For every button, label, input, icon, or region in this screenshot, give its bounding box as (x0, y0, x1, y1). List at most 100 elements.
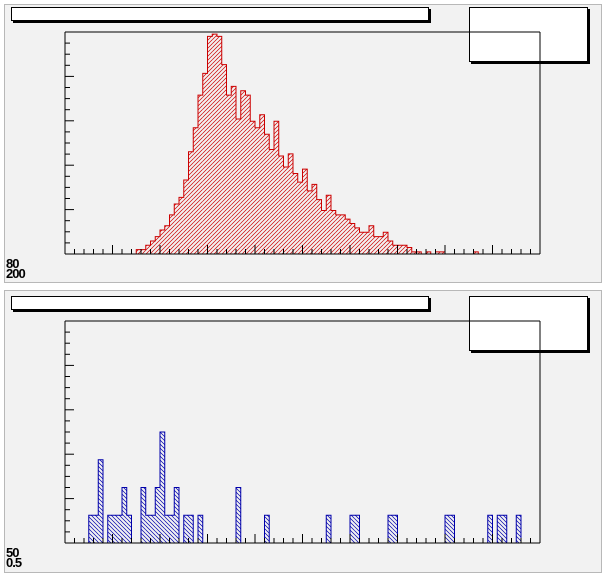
hist-bin-top-18 (150, 240, 156, 254)
hist-bin-top-55 (326, 195, 331, 254)
y-axis-label-top: 80 (6, 256, 20, 271)
hist-bin-bottom-60 (350, 515, 355, 543)
hist-bin-top-69 (392, 245, 398, 254)
hist-bin-top-30 (207, 36, 213, 255)
hist-bin-bottom-81 (449, 515, 455, 543)
x-axis-label-bottom: 0.5 (6, 555, 22, 570)
hist-bin-bottom-18 (150, 515, 156, 543)
hist-bin-top-78 (435, 251, 441, 254)
hist-bin-bottom-55 (326, 515, 331, 543)
hist-bin-top-47 (288, 153, 293, 254)
hist-bin-top-63 (364, 232, 369, 254)
stats-box-top (469, 7, 588, 62)
hist-bin-top-66 (378, 236, 384, 254)
hist-bin-top-25 (183, 180, 189, 254)
hist-bin-top-19 (155, 236, 160, 254)
hist-bin-top-73 (411, 251, 417, 254)
hist-bin-top-24 (179, 197, 184, 254)
hist-bin-bottom-5 (88, 515, 94, 543)
hist-bin-top-46 (283, 166, 289, 254)
hist-bin-bottom-68 (388, 515, 393, 543)
hist-bin-top-62 (359, 232, 365, 254)
hist-bin-bottom-69 (392, 515, 398, 543)
histogram-frame-top (64, 31, 541, 255)
hist-bin-bottom-26 (188, 515, 194, 543)
hist-bin-top-79 (440, 251, 445, 254)
hist-bin-top-64 (369, 225, 374, 254)
hist-bin-top-20 (160, 230, 165, 254)
hist-bin-top-34 (226, 95, 232, 254)
hist-bin-top-60 (350, 223, 355, 254)
hist-bin-top-33 (221, 64, 227, 254)
hist-bin-top-74 (416, 251, 422, 254)
hist-bin-bottom-17 (145, 515, 151, 543)
hist-bin-top-58 (340, 214, 346, 254)
hist-bin-top-53 (316, 199, 322, 254)
hist-bin-bottom-6 (93, 515, 99, 543)
hist-bin-top-72 (407, 247, 412, 254)
hist-bin-bottom-25 (183, 515, 189, 543)
title-box-bottom (11, 296, 429, 310)
hist-bin-top-65 (373, 236, 379, 254)
hist-bin-top-43 (269, 149, 274, 254)
hist-bin-bottom-19 (155, 487, 160, 543)
hist-bin-top-59 (345, 219, 350, 254)
hist-bin-top-52 (312, 184, 317, 254)
hist-bin-top-21 (164, 225, 170, 254)
hist-bin-bottom-42 (264, 515, 270, 543)
hist-bin-top-28 (198, 95, 203, 254)
hist-bin-top-49 (297, 182, 303, 254)
hist-bin-top-54 (321, 210, 327, 254)
hist-outline-bottom (65, 431, 540, 544)
hist-bin-top-68 (388, 240, 393, 254)
hist-bin-top-17 (145, 245, 151, 254)
hist-bin-top-76 (426, 251, 431, 254)
hist-bin-bottom-80 (445, 515, 450, 543)
x-axis-label-top: 200 (6, 266, 26, 281)
hist-bin-top-37 (240, 90, 246, 254)
hist-bin-bottom-9 (107, 515, 113, 543)
hist-bin-top-51 (307, 190, 312, 254)
hist-bin-top-22 (169, 214, 175, 254)
hist-bin-top-86 (473, 251, 479, 254)
hist-bin-top-50 (302, 169, 308, 254)
hist-bin-top-35 (231, 86, 236, 254)
stats-box-bottom (469, 296, 588, 351)
hist-bin-bottom-89 (487, 515, 493, 543)
hist-bin-bottom-13 (126, 515, 132, 543)
hist-bin-bottom-22 (169, 515, 175, 543)
hist-bin-top-71 (402, 245, 407, 254)
hist-bin-bottom-10 (112, 515, 118, 543)
hist-bin-top-27 (193, 127, 198, 254)
hist-bin-top-39 (250, 121, 255, 254)
hist-bin-top-67 (383, 232, 388, 254)
hist-bin-bottom-21 (164, 515, 170, 543)
y-axis-label-bottom: 50 (6, 545, 20, 560)
hist-bin-top-48 (293, 173, 298, 254)
hist-bin-top-15 (136, 249, 141, 254)
hist-bin-bottom-7 (98, 459, 103, 543)
hist-bin-bottom-16 (141, 487, 146, 543)
hist-bin-top-40 (255, 127, 260, 254)
hist-bin-bottom-11 (117, 515, 122, 543)
hist-bin-top-31 (212, 34, 217, 255)
hist-bin-bottom-20 (160, 432, 165, 543)
hist-bin-bottom-36 (236, 487, 241, 543)
hist-bin-top-38 (245, 95, 251, 254)
hist-bin-top-44 (274, 121, 279, 254)
title-box-top (11, 7, 429, 21)
hist-bin-top-42 (264, 134, 270, 254)
hist-bin-bottom-12 (122, 487, 127, 543)
hist-bin-bottom-95 (516, 515, 521, 543)
hist-bin-top-41 (259, 114, 265, 255)
hist-bin-top-57 (335, 214, 341, 254)
hist-bin-bottom-28 (198, 515, 203, 543)
hist-bin-top-32 (217, 36, 222, 255)
hist-bin-top-56 (331, 210, 336, 254)
hist-bin-top-45 (278, 156, 284, 254)
hist-bin-top-26 (188, 151, 194, 254)
histogram-frame-bottom (64, 320, 541, 544)
hist-bin-top-16 (141, 249, 146, 254)
hist-bin-bottom-92 (502, 515, 507, 543)
hist-bin-top-61 (354, 227, 360, 254)
